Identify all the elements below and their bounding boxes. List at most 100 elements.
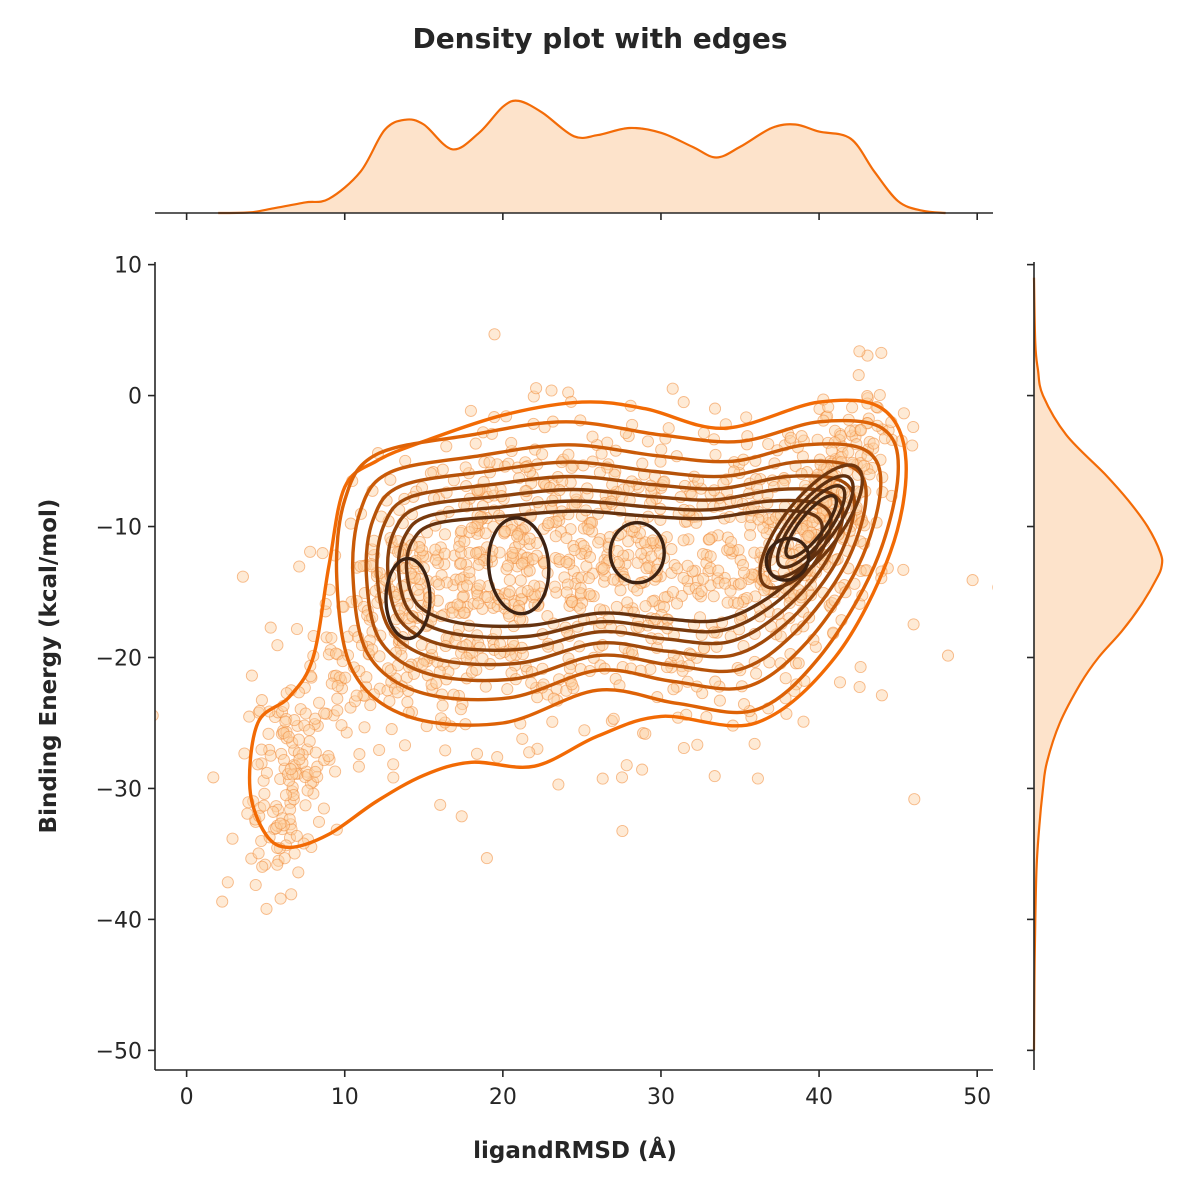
marginal-x-ticks bbox=[185, 213, 978, 220]
scatter-point bbox=[907, 618, 920, 631]
scatter-point bbox=[568, 543, 581, 557]
scatter-point bbox=[597, 562, 610, 575]
scatter-point bbox=[607, 573, 620, 586]
scatter-point bbox=[260, 902, 273, 915]
scatter-point bbox=[290, 622, 304, 636]
scatter-point bbox=[586, 525, 599, 538]
scatter-point bbox=[1134, 658, 1145, 669]
x-axis-ticks: 0 10 20 30 40 50 bbox=[180, 1070, 991, 1110]
scatter-point bbox=[221, 876, 234, 889]
scatter-point bbox=[521, 584, 534, 598]
scatter-point bbox=[352, 760, 365, 773]
scatter-point bbox=[670, 597, 684, 610]
scatter-point bbox=[622, 548, 635, 562]
scatter-point bbox=[875, 346, 888, 359]
scatter-point bbox=[391, 686, 404, 699]
scatter-point bbox=[802, 529, 815, 542]
scatter-point bbox=[615, 771, 629, 784]
scatter-point bbox=[853, 345, 866, 358]
kde-contour bbox=[247, 398, 908, 850]
scatter-point bbox=[635, 547, 648, 560]
scatter-point bbox=[941, 649, 955, 662]
scatter-point bbox=[863, 468, 876, 481]
scatter-point bbox=[335, 719, 348, 732]
scatter-point bbox=[609, 672, 622, 685]
scatter-point bbox=[303, 735, 316, 748]
y-tick-label: −40 bbox=[96, 908, 142, 933]
kde-contour bbox=[334, 418, 901, 727]
scatter-point bbox=[331, 692, 344, 705]
scatter-point bbox=[854, 424, 867, 437]
scatter-point bbox=[493, 546, 506, 559]
scatter-point bbox=[516, 732, 529, 745]
kde-contour bbox=[364, 459, 868, 683]
scatter-point bbox=[513, 613, 527, 626]
scatter-point bbox=[657, 600, 671, 614]
scatter-point bbox=[398, 739, 412, 752]
scatter-point bbox=[560, 586, 573, 599]
scatter-point bbox=[677, 571, 690, 584]
scatter-point bbox=[718, 577, 732, 590]
scatter-point bbox=[282, 730, 295, 743]
scatter-point bbox=[779, 672, 792, 685]
scatter-point bbox=[309, 746, 322, 759]
scatter-point bbox=[574, 587, 587, 600]
scatter-point bbox=[483, 456, 496, 469]
scatter-point bbox=[667, 683, 680, 696]
scatter-point bbox=[309, 712, 322, 725]
kde-contour bbox=[764, 536, 811, 582]
scatter-point bbox=[574, 602, 587, 615]
scatter-point bbox=[631, 584, 644, 597]
scatter-point bbox=[503, 585, 516, 598]
scatter-point bbox=[470, 547, 483, 560]
scatter-point bbox=[523, 746, 536, 759]
scatter-point bbox=[293, 753, 306, 766]
scatter-point bbox=[586, 430, 599, 443]
scatter-point bbox=[809, 640, 822, 653]
scatter-point bbox=[279, 789, 293, 802]
scatter-point bbox=[453, 557, 467, 571]
scatter-point bbox=[750, 667, 763, 680]
scatter-point bbox=[304, 545, 317, 558]
scatter-point bbox=[429, 553, 442, 566]
scatter-point bbox=[364, 699, 377, 712]
scatter-point bbox=[469, 437, 482, 450]
scatter-point bbox=[318, 707, 331, 720]
kde-contour bbox=[608, 520, 666, 585]
scatter-point bbox=[387, 771, 400, 784]
scatter-point bbox=[644, 663, 657, 676]
scatter-point bbox=[293, 560, 306, 573]
scatter-point bbox=[360, 671, 373, 684]
scatter-point bbox=[583, 551, 597, 564]
scatter-point bbox=[108, 810, 119, 821]
scatter-point bbox=[646, 595, 659, 608]
scatter-point bbox=[620, 759, 633, 772]
y-tick-label: 0 bbox=[128, 385, 142, 410]
scatter-point bbox=[833, 676, 847, 689]
scatter-point bbox=[614, 584, 627, 597]
scatter-point bbox=[605, 714, 618, 728]
scatter-point bbox=[784, 431, 797, 444]
scatter-point bbox=[681, 559, 694, 572]
scatter-point bbox=[709, 448, 722, 461]
scatter-point bbox=[464, 404, 477, 417]
scatter-point bbox=[501, 683, 514, 696]
scatter-point bbox=[292, 747, 305, 760]
scatter-point bbox=[257, 774, 270, 787]
scatter-point bbox=[503, 574, 516, 587]
scatter-point bbox=[697, 572, 710, 585]
scatter-point bbox=[580, 560, 593, 573]
scatter-point bbox=[459, 461, 472, 474]
x-tick-label: 40 bbox=[805, 1085, 833, 1110]
scatter-point bbox=[243, 710, 256, 723]
scatter-point bbox=[216, 895, 229, 908]
scatter-point bbox=[514, 574, 527, 587]
kde-contour bbox=[775, 484, 847, 569]
scatter-point bbox=[271, 858, 284, 871]
scatter-point bbox=[795, 467, 808, 480]
scatter-point bbox=[457, 606, 471, 619]
y-tick-label: −30 bbox=[96, 777, 142, 802]
kde-contour bbox=[350, 442, 883, 702]
scatter-point bbox=[270, 822, 283, 835]
